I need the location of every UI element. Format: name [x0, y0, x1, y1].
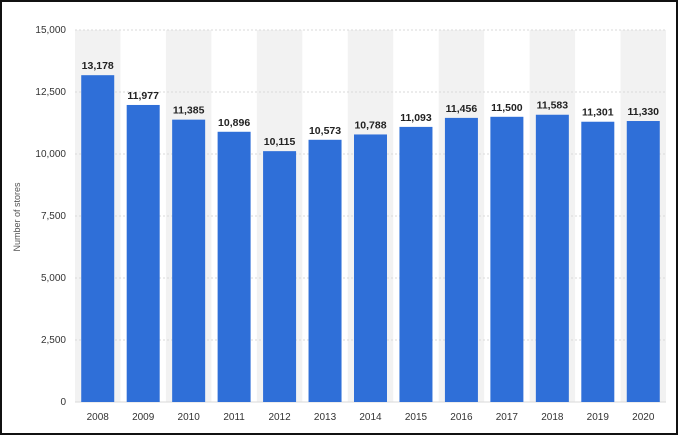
bar [308, 139, 342, 402]
x-tick-label: 2014 [359, 412, 382, 423]
bar [263, 151, 297, 402]
y-tick-label: 2,500 [41, 335, 66, 346]
data-label: 10,115 [264, 136, 296, 148]
data-label: 10,896 [218, 117, 250, 129]
y-tick-label: 5,000 [41, 273, 66, 284]
x-tick-label: 2016 [450, 412, 473, 423]
bar [354, 134, 387, 403]
bar [626, 121, 660, 403]
x-tick-label: 2008 [87, 412, 110, 423]
x-tick-label: 2018 [541, 412, 564, 423]
x-tick-label: 2019 [587, 412, 610, 423]
data-label: 11,093 [400, 112, 432, 124]
bar [535, 114, 569, 402]
bar [126, 104, 160, 402]
data-label: 11,330 [627, 106, 659, 118]
data-label: 11,456 [446, 103, 478, 115]
x-tick-label: 2017 [496, 412, 519, 423]
y-tick-label: 0 [60, 397, 66, 408]
bar [172, 119, 206, 402]
bar [490, 116, 524, 403]
y-tick-label: 15,000 [35, 25, 66, 36]
x-tick-label: 2013 [314, 412, 337, 423]
x-tick-label: 2020 [632, 412, 655, 423]
bar [581, 121, 615, 402]
bar [217, 131, 251, 402]
x-tick-label: 2009 [132, 412, 155, 423]
bar [444, 117, 478, 402]
data-label: 11,385 [173, 105, 205, 117]
data-label: 11,583 [537, 100, 569, 112]
data-label: 11,500 [491, 102, 523, 114]
data-label: 11,977 [127, 90, 159, 102]
data-label: 11,301 [582, 107, 614, 119]
data-label: 13,178 [82, 60, 114, 72]
bar [399, 126, 433, 402]
x-tick-label: 2011 [223, 412, 245, 423]
data-label: 10,573 [309, 125, 341, 137]
y-tick-label: 7,500 [41, 211, 66, 222]
x-tick-label: 2010 [178, 412, 201, 423]
x-tick-label: 2012 [268, 412, 291, 423]
y-tick-label: 10,000 [35, 149, 66, 160]
y-axis-label: Number of stores [12, 182, 22, 252]
bar [81, 75, 115, 402]
y-tick-label: 12,500 [35, 87, 66, 98]
data-label: 10,788 [354, 119, 386, 131]
x-tick-label: 2015 [405, 412, 428, 423]
